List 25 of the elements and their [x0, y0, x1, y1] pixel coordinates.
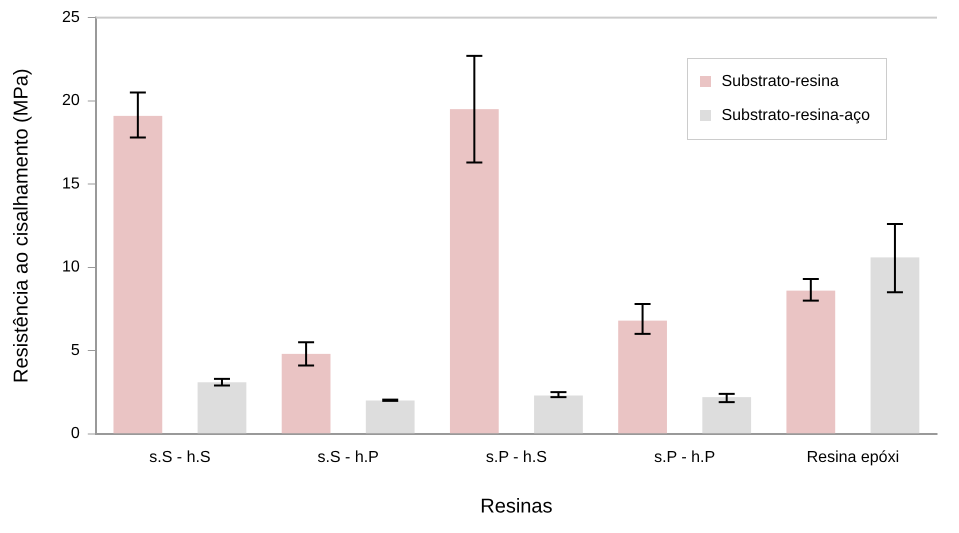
bar [282, 354, 330, 434]
legend-label: Substrato-resina-aço [721, 106, 870, 125]
bar [113, 116, 162, 434]
y-tick-label: 20 [62, 92, 80, 110]
bar [870, 257, 920, 434]
x-tick-label: Resina epóxi [806, 448, 900, 466]
bar [786, 290, 836, 434]
bar [198, 382, 246, 434]
legend-label: Substrato-resina [721, 72, 839, 91]
x-tick-label: s.S - h.P [317, 448, 379, 466]
bar [366, 400, 415, 434]
y-tick-label: 15 [62, 175, 80, 192]
y-tick-label: 0 [70, 425, 80, 442]
bar [618, 320, 667, 434]
bar [534, 396, 583, 434]
x-tick-label: s.P - h.P [654, 448, 716, 466]
y-tick-label: 25 [62, 9, 80, 26]
x-tick-label: s.S - h.S [149, 448, 211, 466]
bar [450, 109, 499, 434]
x-axis-title: Resinas [480, 496, 553, 518]
x-tick-label: s.P - h.S [486, 448, 547, 466]
y-tick-label: 5 [70, 342, 80, 359]
bar [702, 397, 752, 434]
y-axis-title: Resistência ao cisalhamento (MPa) [10, 68, 33, 383]
y-tick-label: 10 [62, 258, 80, 276]
